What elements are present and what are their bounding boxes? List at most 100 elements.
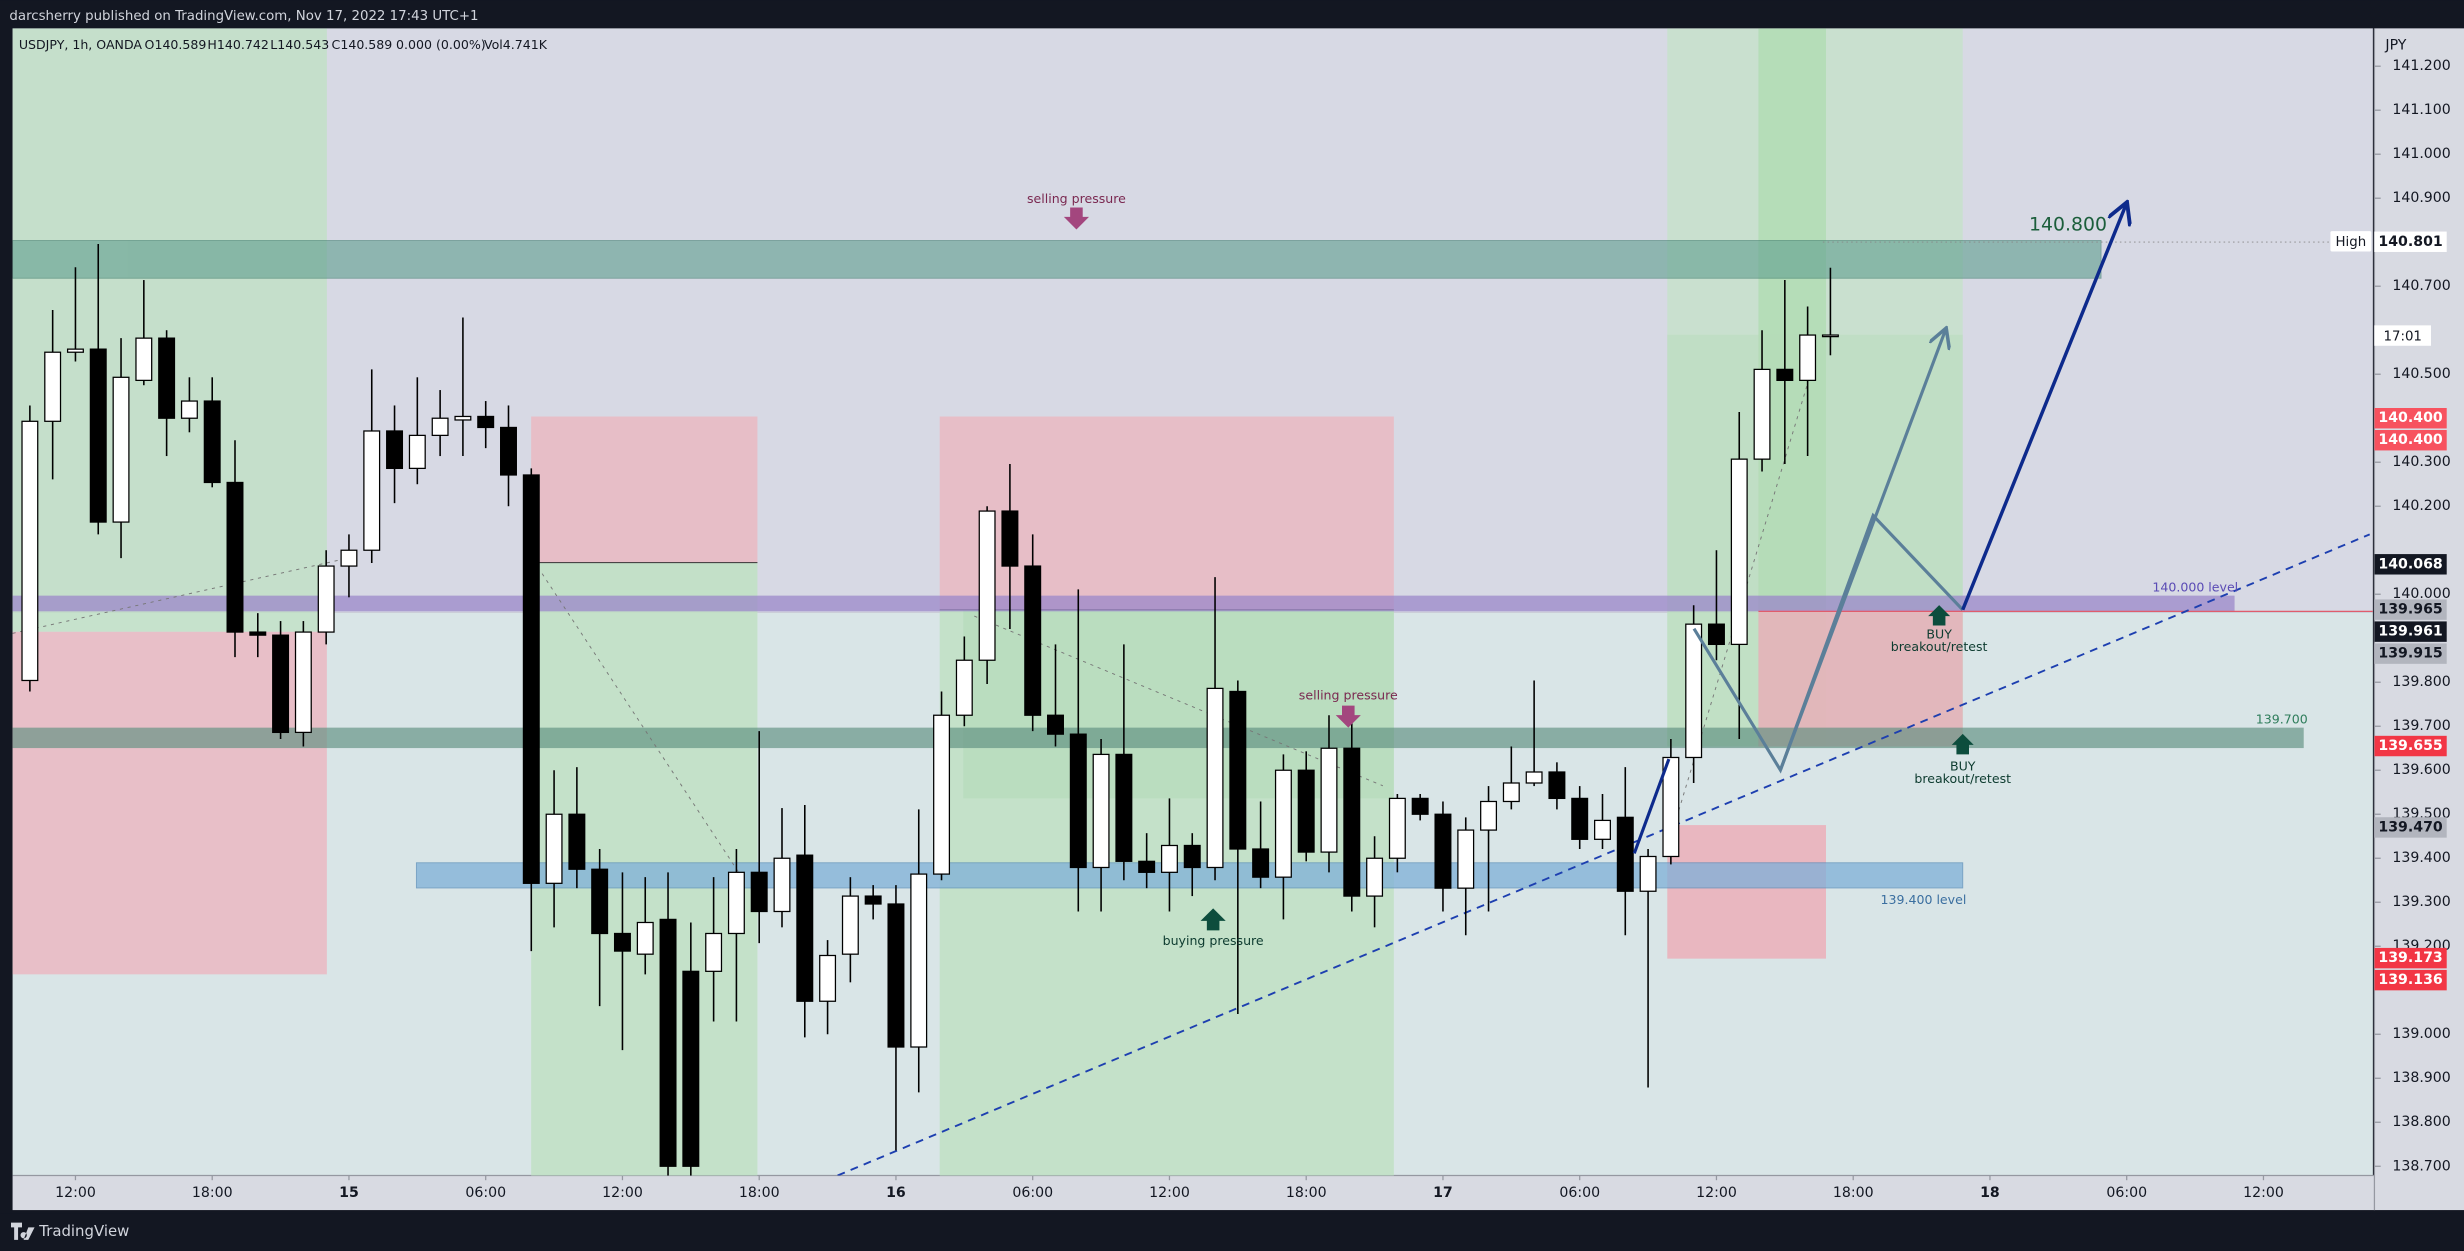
candle-body [477,415,495,429]
candle-body [203,400,221,484]
y-tick-label: 141.200 [2392,58,2450,74]
annotation: BUY [1926,626,1952,641]
y-tick-label: 140.000 [2392,586,2450,602]
y-tick-label: 140.500 [2392,366,2450,382]
candle-body [613,932,631,952]
x-tick-label: 17 [1433,1185,1453,1201]
candle-body [1799,334,1817,382]
countdown: 17:01 [2383,329,2421,344]
candle-body [705,932,723,972]
annotation: breakout/retest [1891,639,1988,654]
price-tag-label: 139.915 [2378,646,2442,662]
candle-body [1685,623,1703,759]
x-tick-label: 12:00 [1149,1185,1190,1201]
candle-body [1206,687,1224,869]
candle-body [363,430,381,551]
candle-body [568,813,586,870]
candle-body [910,873,928,1048]
x-tick-label: 06:00 [465,1185,506,1201]
candle-body [1297,769,1315,853]
candle-body [1320,747,1338,853]
candle-body [887,903,905,1048]
candle-body [1639,855,1657,892]
candle-body [1594,819,1611,840]
candle-body [545,813,563,884]
level-label: 139.700 [2256,711,2308,726]
y-tick-label: 140.200 [2392,498,2450,514]
y-tick-label: 139.400 [2392,850,2450,866]
target-label: 140.800 [2029,214,2107,235]
resistance-band [12,240,2102,279]
annotation: BUY [1950,758,1976,773]
candle-body [1183,844,1201,869]
x-tick-label: 18:00 [1833,1185,1874,1201]
projections [1632,204,2126,854]
candle-body [750,871,768,913]
ohlc: Vol4.741K [484,37,548,52]
footer-bar [0,1213,2464,1251]
candle-body [1821,334,1839,338]
price-tag [2374,643,2447,664]
y-tick-label: 138.900 [2392,1070,2450,1086]
candle-body [1138,860,1156,873]
symbol: USDJPY, 1h, OANDA [19,37,143,52]
candle-body [158,337,176,419]
candle-body [933,714,951,875]
candle-body [773,857,791,913]
candle-body [1730,458,1748,646]
candle-body [1548,771,1566,800]
candle-body [1069,733,1087,869]
candle-body [21,420,39,682]
candle-body [841,895,859,955]
y-tick-label: 140.900 [2392,190,2450,206]
y-tick-label: 139.800 [2392,674,2450,690]
level-label: 140.000 level [2152,579,2238,594]
price-tag [2374,969,2447,991]
axis-layer: 141.200 141.100 141.000 140.900 140.700 140.5… [55,58,2451,1201]
candle-body [591,868,609,935]
candle-body [1047,714,1064,735]
candle-body [180,400,198,419]
price-tag [2374,599,2447,620]
arrow-up [1200,908,1226,931]
candle-body [500,426,517,476]
zone [531,416,758,563]
x-tick-label: 15 [339,1185,359,1201]
candle-body [819,954,837,1002]
price-tag-label: 140.400 [2378,432,2443,448]
x-tick-label: 18:00 [192,1185,233,1201]
candle-body [89,348,107,523]
y-tick-label: 138.800 [2392,1114,2450,1130]
x-tick-label: 18:00 [1286,1185,1327,1201]
candle-body [1434,813,1452,889]
candle-body [864,895,882,905]
price-tag-label: 139.965 [2378,602,2442,618]
x-tick-label: 18 [1980,1185,2000,1201]
annotation: selling pressure [1299,688,1398,703]
candle-body [1274,769,1292,878]
price-tag-label: 139.655 [2378,738,2442,754]
x-tick-label: 06:00 [1012,1185,1053,1201]
logo [11,1222,35,1240]
candle-body [44,351,62,422]
price-tag [2374,231,2447,252]
candle-body [1115,753,1133,862]
level-band [12,727,2304,749]
candle-body [1525,771,1543,784]
y-tick-label: 140.300 [2392,454,2450,470]
candles [21,243,1839,1176]
projection [1632,758,1671,854]
candle-body [1001,510,1019,567]
candle-body [408,434,426,470]
high-label: High [2336,235,2367,250]
y-tick-label: 139.000 [2392,1026,2450,1042]
candle-body [431,417,449,437]
candle-body [955,659,973,716]
candle-body [226,481,244,633]
trend-line [974,615,1384,787]
candle-body [294,631,312,734]
price-tag [2374,735,2447,757]
zone [12,28,327,632]
x-tick-label: 12:00 [602,1185,643,1201]
